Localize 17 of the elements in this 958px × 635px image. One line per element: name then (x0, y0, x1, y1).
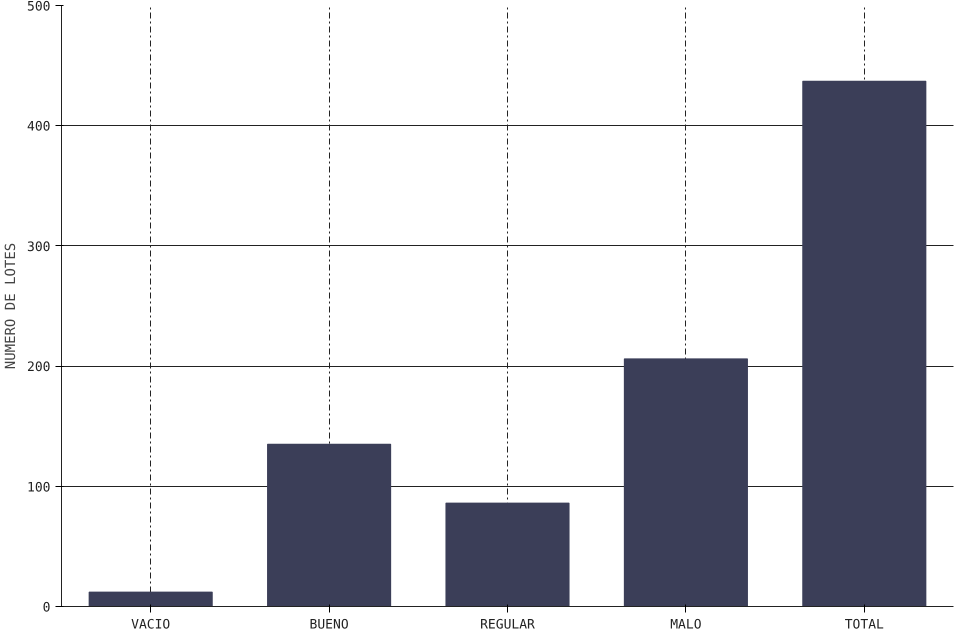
x-tick-label: BUENO (310, 618, 349, 632)
y-tick-label: 500 (27, 0, 51, 14)
y-tick-label: 400 (27, 120, 51, 135)
bar (624, 358, 748, 606)
bar (267, 444, 392, 606)
y-axis-title: NUMERO DE LOTES (3, 242, 20, 370)
bar (88, 592, 213, 606)
y-tick-label: 100 (27, 480, 51, 496)
bar (802, 80, 926, 606)
x-tick-label: MALO (670, 618, 702, 632)
x-tick-label: TOTAL (844, 618, 884, 632)
bar (445, 502, 570, 606)
y-tick-label: 0 (42, 600, 50, 616)
y-tick-label: 300 (27, 240, 51, 255)
x-tick-label: REGULAR (480, 618, 536, 632)
x-tick-label: VACIO (131, 618, 170, 632)
y-tick-label: 200 (27, 360, 51, 376)
